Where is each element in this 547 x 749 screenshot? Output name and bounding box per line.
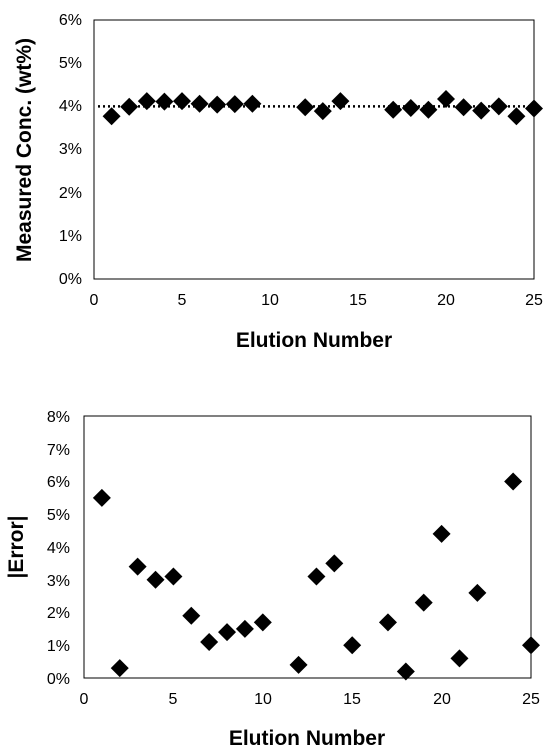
data-point [307,567,326,586]
concentration-chart: 0% 1% 2% 3% 4% 5% 6% 0 5 10 15 20 25 Elu… [13,12,543,352]
y-tick-label: 2% [59,185,82,202]
y-tick-labels: 0% 1% 2% 3% 4% 5% 6% 7% 8% [47,409,70,688]
data-point [173,92,191,111]
y-tick-label: 8% [47,409,70,426]
plot-area [83,415,532,679]
x-tick-label: 10 [261,292,279,309]
data-point [110,659,129,678]
data-point [489,97,508,116]
data-point [225,95,244,114]
data-point [419,100,438,119]
data-point [472,101,491,120]
y-axis-title: |Error| [5,515,28,578]
data-point [296,98,315,117]
x-tick-label: 25 [522,691,540,708]
data-point [146,570,165,589]
data-point [432,524,451,543]
y-tick-label: 2% [47,605,70,622]
y-axis-title: Measured Conc. (wt%) [13,38,36,262]
y-tick-label: 0% [47,671,70,688]
x-tick-labels: 0 5 10 15 20 25 [80,691,540,708]
data-point [137,92,156,111]
data-point [235,619,254,638]
data-point [313,102,332,121]
x-tick-label: 15 [343,691,361,708]
data-point [253,613,272,632]
data-point [128,557,147,576]
x-tick-label: 15 [349,292,367,309]
data-point [450,649,469,668]
y-tick-label: 3% [47,573,70,590]
y-tick-label: 4% [47,540,70,557]
error-chart: 0% 1% 2% 3% 4% 5% 6% 7% 8% 0 5 10 15 20 … [5,409,540,749]
x-tick-label: 0 [90,292,99,309]
data-point [200,632,219,651]
data-point [190,94,209,113]
data-point [525,99,543,118]
data-point [208,95,227,114]
data-point [243,94,262,113]
data-points [92,472,540,681]
plot-area [93,19,535,280]
data-point [325,554,344,573]
data-point [468,583,487,602]
data-point [218,623,237,642]
x-tick-label: 25 [525,292,543,309]
x-tick-label: 20 [437,292,455,309]
data-point [378,613,397,632]
x-tick-label: 10 [254,691,272,708]
y-tick-label: 3% [59,141,82,158]
data-point [396,662,415,681]
y-tick-label: 5% [47,507,70,524]
data-point [164,567,183,586]
y-tick-label: 1% [47,638,70,655]
data-point [102,107,121,126]
y-tick-labels: 0% 1% 2% 3% 4% 5% 6% [59,12,82,288]
data-point [343,636,362,655]
y-tick-label: 6% [47,474,70,491]
x-axis-title: Elution Number [229,727,385,749]
y-tick-label: 5% [59,55,82,72]
data-point [384,100,403,119]
x-axis-title: Elution Number [236,329,392,352]
y-tick-label: 6% [59,12,82,29]
y-tick-label: 4% [59,98,82,115]
data-point [401,99,420,118]
data-point [414,593,433,612]
x-tick-label: 5 [178,292,187,309]
data-point [504,472,523,491]
y-tick-label: 7% [47,442,70,459]
data-point [331,92,350,111]
data-points [102,89,543,126]
data-point [92,488,111,507]
data-point [182,606,201,625]
data-point [155,92,174,111]
x-tick-label: 0 [80,691,89,708]
data-point [437,89,455,108]
data-point [454,98,473,117]
data-point [522,636,540,655]
x-tick-labels: 0 5 10 15 20 25 [90,292,543,309]
data-point [507,107,526,126]
x-tick-label: 20 [433,691,451,708]
data-point [289,655,308,674]
y-tick-label: 0% [59,271,82,288]
data-point [120,97,139,116]
x-tick-label: 5 [169,691,178,708]
y-tick-label: 1% [59,228,82,245]
